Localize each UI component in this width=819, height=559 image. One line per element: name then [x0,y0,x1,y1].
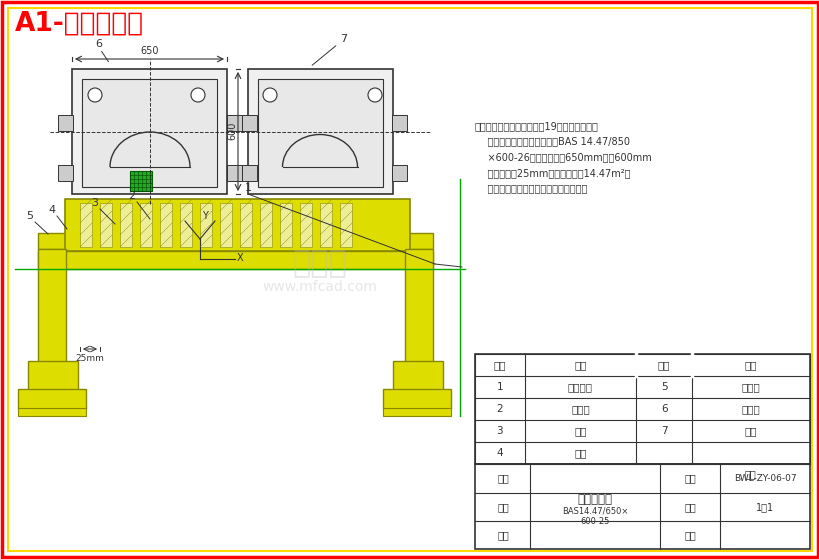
Circle shape [88,88,102,102]
Bar [474,354,809,464]
Bar [240,203,251,247]
Text: 5: 5 [26,211,34,221]
Bar [82,79,217,187]
Bar [392,361,442,391]
Text: Y: Y [201,211,208,221]
Text: www.mfcad.com: www.mfcad.com [262,280,377,294]
Text: 沐风网: 沐风网 [292,249,347,278]
Bar [18,408,86,416]
Bar [38,251,432,269]
Bar [319,203,332,247]
Bar [300,203,311,247]
Text: 1: 1 [495,382,503,392]
Text: 序号: 序号 [493,360,505,370]
Bar [130,171,152,191]
Text: 滤框: 滤框 [744,426,757,436]
Text: 1：1: 1：1 [755,502,773,512]
Text: 序号: 序号 [657,360,670,370]
Bar [72,69,227,194]
Bar [196,255,204,263]
Text: BWL-ZY-06-07: BWL-ZY-06-07 [733,474,795,483]
Bar [391,115,406,131]
Text: 25mm: 25mm [75,354,104,363]
Text: BAS14.47/650×
600-25: BAS14.47/650× 600-25 [561,507,627,526]
Bar [340,203,351,247]
Text: 6: 6 [660,404,667,414]
Bar [227,165,242,181]
Text: 注：所设计的板框压滤机有19块板，在图中设
    有一一画出，只画出部分。BAS 14.47/850
    ×600-26表示边框边长650mm，宽600m: 注：所设计的板框压滤机有19块板，在图中设 有一一画出，只画出部分。BAS 14… [474,121,651,193]
Bar [38,233,432,249]
Text: 可动头: 可动头 [570,404,589,414]
Bar [18,389,86,409]
Bar [382,389,450,409]
Bar [180,203,192,247]
Text: 2: 2 [129,191,135,201]
Text: 审核: 审核 [496,530,509,540]
Text: 7: 7 [660,426,667,436]
Text: 滤板: 滤板 [573,426,586,436]
Text: 过滤板: 过滤板 [740,404,759,414]
Text: 固定头: 固定头 [740,382,759,392]
Bar [474,464,809,549]
Text: 600: 600 [227,122,237,140]
Text: 名称: 名称 [744,360,757,370]
Text: 3: 3 [92,198,98,208]
Text: 校对: 校对 [496,502,509,512]
Text: 650: 650 [141,46,159,56]
Text: 5: 5 [660,382,667,392]
Bar [219,203,232,247]
Text: 制图: 制图 [496,473,509,484]
Bar [120,203,132,247]
Bar [242,165,256,181]
Text: X: X [237,253,243,263]
Circle shape [368,88,382,102]
Bar [160,203,172,247]
Text: 3: 3 [495,426,503,436]
Bar [258,79,382,187]
Circle shape [191,88,205,102]
Text: 2: 2 [495,404,503,414]
Bar [140,203,152,247]
Text: 6: 6 [95,39,102,49]
Text: 项目: 项目 [743,469,755,479]
Bar [100,203,112,247]
Bar [242,115,256,131]
Bar [200,203,212,247]
Bar [80,203,92,247]
Bar [65,199,410,251]
Bar [58,115,73,131]
Text: 4: 4 [48,205,56,215]
Bar [260,203,272,247]
Text: 名称: 名称 [573,360,586,370]
Bar [58,165,73,181]
Text: 图号: 图号 [683,473,695,484]
Text: 4: 4 [495,448,503,458]
Text: 比例: 比例 [683,502,695,512]
Bar [391,165,406,181]
Text: 压紧装置: 压紧装置 [568,382,592,392]
Text: 日期: 日期 [683,530,695,540]
Text: 7: 7 [340,34,346,44]
Bar [38,249,66,364]
Bar [405,249,432,364]
Circle shape [263,88,277,102]
Text: A1-板框压滤机: A1-板框压滤机 [15,11,144,37]
Bar [247,69,392,194]
Bar [382,408,450,416]
Bar [279,203,292,247]
Bar [28,361,78,391]
Text: 滤浆: 滤浆 [573,448,586,458]
Text: 板框压滤机: 板框压滤机 [577,493,612,506]
Text: 1: 1 [244,183,251,193]
Bar [227,115,242,131]
